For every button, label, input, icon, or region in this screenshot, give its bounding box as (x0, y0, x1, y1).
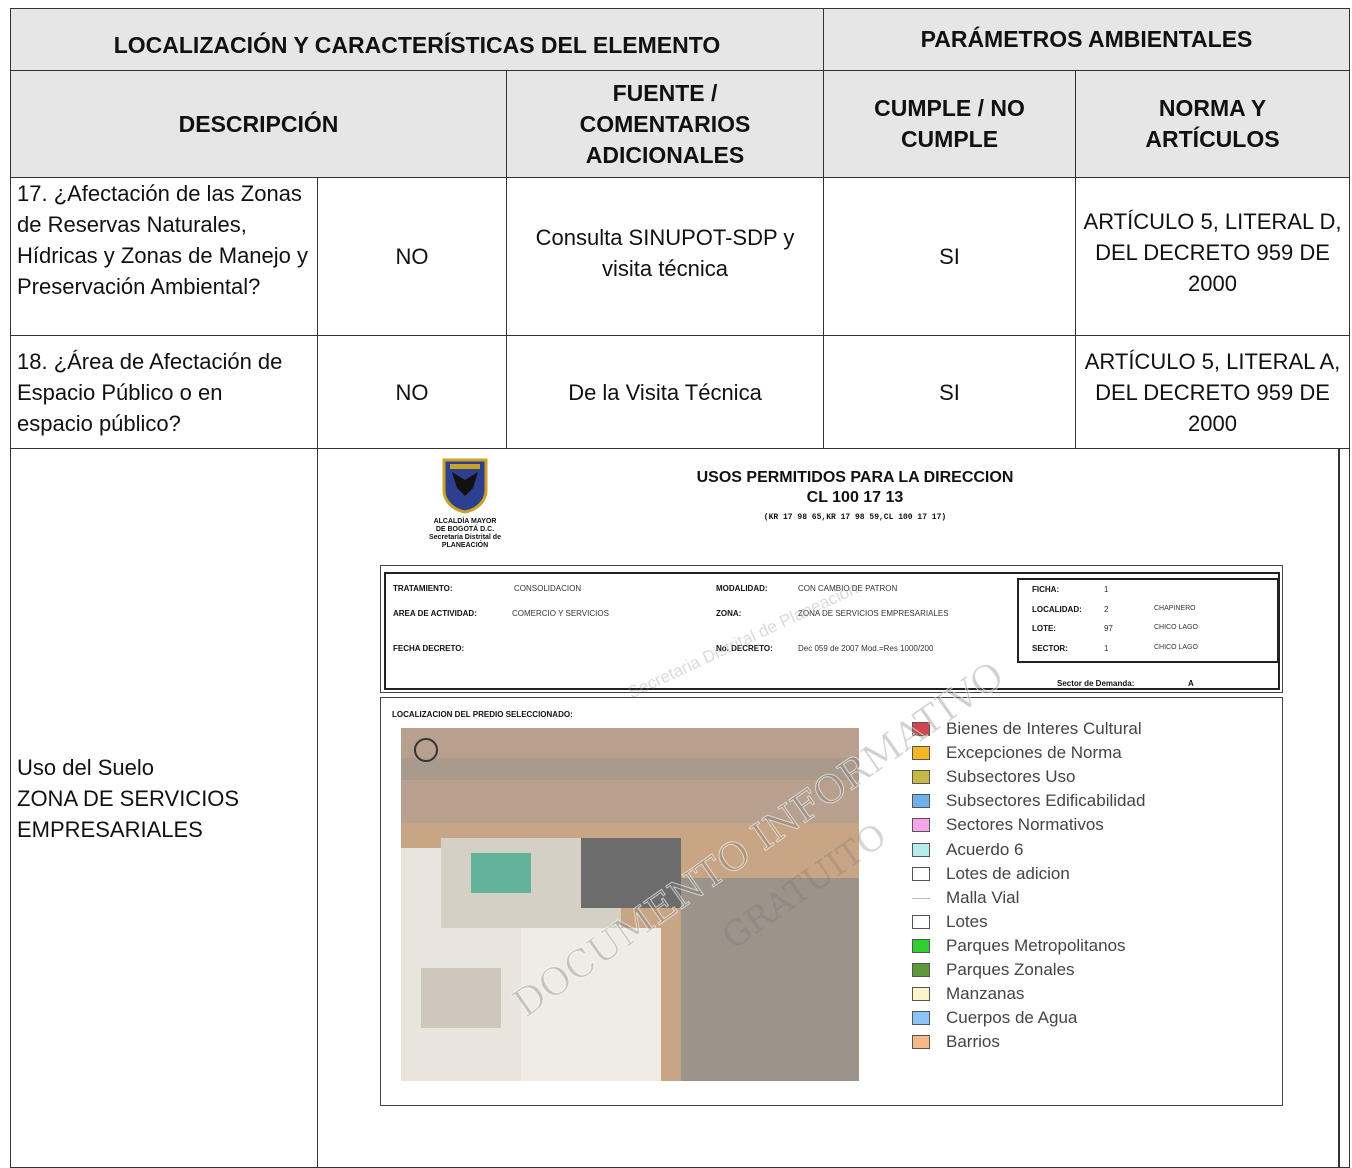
legend-label: Bienes de Interes Cultural (946, 719, 1142, 738)
legend-swatch (912, 1035, 930, 1050)
land-use-cell: Uso del Suelo ZONA DE SERVICIOS EMPRESAR… (10, 448, 318, 1168)
ficha-name: CHICO LAGO (1154, 643, 1198, 651)
field-label: AREA DE ACTIVIDAD: (393, 609, 477, 618)
legend-label: Excepciones de Norma (946, 743, 1122, 763)
sheet-address: CL 100 17 13 (806, 489, 904, 506)
sheet-title: USOS PERMITIDOS PARA LA DIRECCION (696, 469, 1014, 486)
answer: NO (317, 177, 507, 336)
field-label: FECHA DECRETO: (393, 644, 465, 653)
legend-label: Subsectores Uso (946, 767, 1076, 787)
ficha-label: LOCALIDAD: (1032, 604, 1082, 614)
legend-swatch (912, 746, 930, 761)
legend-swatch (912, 987, 930, 1002)
legend-swatch (912, 963, 930, 977)
map-box (380, 697, 1283, 1106)
legend-swatch (912, 842, 930, 857)
legend-swatch (912, 722, 930, 736)
legend-swatch (912, 866, 930, 881)
legend-swatch (912, 818, 930, 833)
legend-label: Lotes (946, 911, 988, 931)
demand-value: A (1188, 679, 1194, 688)
right-title: PARÁMETROS AMBIENTALES (823, 8, 1350, 71)
location-label: LOCALIZACION DEL PREDIO SELECCIONADO: (392, 710, 573, 719)
complies: SI (823, 177, 1076, 336)
legend-label: Parques Zonales (946, 960, 1075, 979)
column-header: CUMPLE / NO CUMPLE (823, 70, 1076, 178)
logo-line: PLANEACIÓN (441, 542, 489, 549)
legend-label: Malla Vial (946, 887, 1020, 907)
sheet-addresses: (KR 17 98 65,KR 17 98 59,CL 100 17 17) (763, 513, 947, 522)
logo (442, 458, 488, 514)
source: De la Visita Técnica (506, 335, 824, 449)
question: 17. ¿Afectación de las Zonas de Reservas… (10, 177, 318, 336)
land-use-label: ZONA DE SERVICIOS EMPRESARIALES (17, 785, 240, 842)
complies: SI (823, 335, 1076, 449)
logo-line: Secretaría Distrital de (429, 534, 501, 541)
legend-swatch (912, 897, 930, 899)
legend-label: Sectores Normativos (946, 815, 1104, 835)
legend-label: Barrios (946, 1032, 1000, 1052)
field-value: COMERCIO Y SERVICIOS (512, 609, 609, 618)
field-value: CON CAMBIO DE PATRON (798, 584, 898, 593)
legend-label: Cuerpos de Agua (946, 1008, 1078, 1028)
sheet-edge (1338, 448, 1340, 1168)
ficha-label: SECTOR: (1032, 643, 1068, 653)
column-header: FUENTE / COMENTARIOS ADICIONALES (506, 70, 824, 178)
ficha-value: 2 (1104, 604, 1109, 614)
legend-swatch (912, 1011, 930, 1026)
legend-swatch (912, 914, 930, 929)
land-use-label: Uso del Suelo (17, 754, 154, 780)
ficha-value: 1 (1104, 643, 1109, 653)
demand-label: Sector de Demanda: (1057, 679, 1135, 688)
legend-label: Subsectores Edificabilidad (946, 791, 1146, 811)
legend-label: Parques Metropolitanos (946, 935, 1126, 955)
source: Consulta SINUPOT-SDP y visita técnica (506, 177, 824, 336)
legend-label: Manzanas (946, 984, 1025, 1004)
legend-swatch (912, 770, 930, 785)
logo-line: ALCALDÍA MAYOR (433, 518, 497, 525)
field-value: Dec 059 de 2007 Mod.=Res 1000/200 (798, 644, 934, 653)
info-box-inner (384, 572, 1280, 690)
logo-line: DE BOGOTÁ D.C. (435, 526, 495, 533)
ficha-name: CHICO LAGO (1154, 624, 1198, 631)
left-title: LOCALIZACIÓN Y CARACTERÍSTICAS DEL ELEME… (10, 8, 824, 71)
ficha-value: 97 (1104, 624, 1113, 633)
legend-swatch (912, 938, 930, 953)
field-label: TRATAMIENTO: (393, 584, 453, 593)
ficha-name: CHAPINERO (1154, 604, 1196, 612)
field-value: CONSOLIDACION (514, 584, 582, 593)
column-header: NORMA Y ARTÍCULOS (1075, 70, 1350, 178)
ficha-label: FICHA: (1032, 585, 1060, 594)
logo-text: ALCALDÍA MAYOR DE BOGOTÁ D.C. Secretaría D… (420, 518, 510, 550)
ficha-box (1017, 578, 1279, 663)
field-label: MODALIDAD: (716, 584, 768, 593)
info-box (380, 565, 1283, 693)
norm: ARTÍCULO 5, LITERAL D, DEL DECRETO 959 D… (1075, 177, 1350, 336)
norm: ARTÍCULO 5, LITERAL A, DEL DECRETO 959 D… (1075, 335, 1350, 449)
field-label: ZONA: (716, 609, 742, 618)
field-label: No. DECRETO: (716, 644, 773, 653)
aerial-photo (401, 728, 859, 1081)
legend-label: Acuerdo 6 (946, 839, 1024, 859)
question: 18. ¿Área de Afectación de Espacio Públi… (10, 335, 318, 449)
ficha-label: LOTE: (1032, 624, 1056, 633)
legend-label: Lotes de adicion (946, 863, 1070, 883)
column-header: DESCRIPCIÓN (10, 70, 507, 178)
legend-swatch (912, 794, 930, 809)
answer: NO (317, 335, 507, 449)
field-value: ZONA DE SERVICIOS EMPRESARIALES (798, 609, 949, 618)
ficha-value: 1 (1104, 585, 1109, 594)
